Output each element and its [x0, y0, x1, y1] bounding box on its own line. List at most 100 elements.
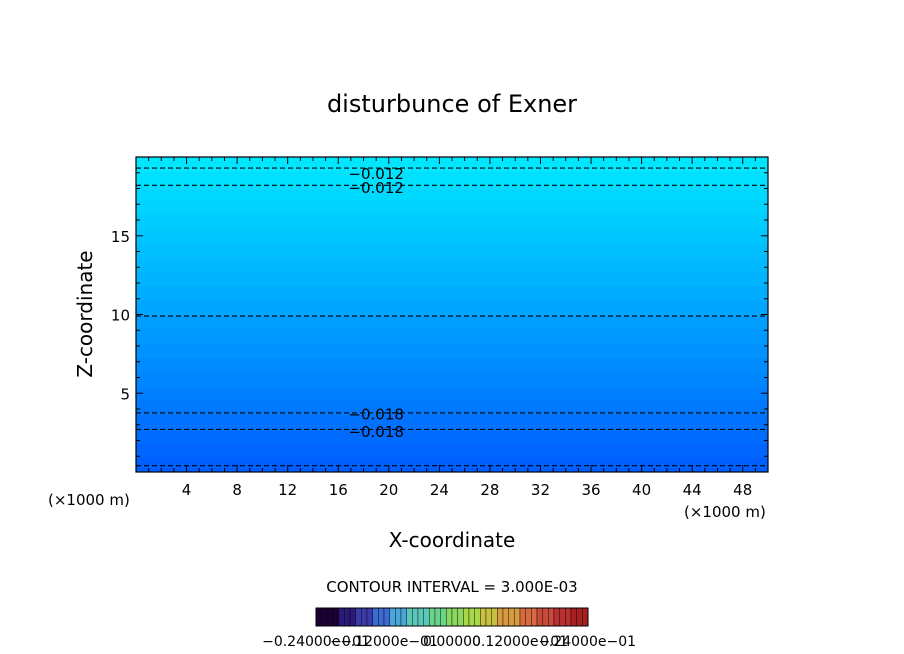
- colorbar-labels: −0.24000e−01−0.12000e−010.000000.12000e−…: [262, 634, 636, 650]
- contour-band: [136, 328, 768, 344]
- contour-label: −0.012: [348, 179, 404, 197]
- contour-band: [136, 242, 768, 258]
- contour-band: [136, 414, 768, 430]
- x-tick-label: 8: [232, 481, 242, 499]
- colorbar-cell: [366, 607, 373, 627]
- colorbar-label: −0.24000e−01: [262, 634, 370, 650]
- contour-label: −0.012: [348, 165, 404, 183]
- contour-band: [136, 257, 768, 273]
- colorbar-cell: [423, 607, 430, 627]
- colorbar-cell: [372, 607, 379, 627]
- x-tick-label: 28: [480, 481, 499, 499]
- colorbar-cell: [389, 607, 396, 627]
- y-tick-label: 15: [111, 228, 130, 246]
- x-tick-label: 12: [278, 481, 297, 499]
- x-tick-label: 32: [531, 481, 550, 499]
- x-axis-label: X-coordinate: [389, 528, 516, 552]
- chart-title: disturbunce of Exner: [327, 90, 577, 118]
- contour-band: [136, 457, 768, 473]
- colorbar-cell: [565, 607, 572, 627]
- contour-band: [136, 400, 768, 416]
- colorbar-cell: [344, 607, 351, 627]
- colorbar-cell: [378, 607, 385, 627]
- colorbar-label: 0.00000: [423, 634, 481, 650]
- colorbar-cell: [474, 607, 481, 627]
- colorbar-label: −0.12000e−01: [330, 634, 438, 650]
- colorbar-cell: [434, 607, 441, 627]
- colorbar-cell: [321, 607, 328, 627]
- colorbar-cell: [519, 607, 526, 627]
- y-tick-label: 5: [120, 385, 130, 403]
- colorbar-cell: [349, 607, 356, 627]
- colorbar-cell: [440, 607, 447, 627]
- contour-band: [136, 429, 768, 444]
- colorbar-cell: [446, 607, 453, 627]
- colorbar-cell: [582, 607, 589, 627]
- contour-labels: −0.012−0.012 −0.018−0.018: [348, 165, 404, 441]
- contour-band: [136, 343, 768, 358]
- colorbar-cell: [491, 607, 498, 627]
- contour-band: [136, 386, 768, 401]
- x-tick-label: 16: [329, 481, 348, 499]
- contour-label: −0.018: [348, 423, 404, 441]
- x-tick-label: 36: [581, 481, 600, 499]
- contour-interval-text: CONTOUR INTERVAL = 3.000E-03: [326, 578, 577, 596]
- contour-band: [136, 228, 768, 244]
- colorbar-label: 0.12000e−01: [472, 634, 568, 650]
- colorbar-frame: [315, 607, 589, 627]
- colorbar-cell: [361, 607, 368, 627]
- x-tick-label: 24: [430, 481, 449, 499]
- colorbar-cell: [468, 607, 475, 627]
- colorbar-cell: [553, 607, 560, 627]
- x-tick-label: 20: [379, 481, 398, 499]
- colorbar-cell: [383, 607, 390, 627]
- colorbar-cell: [451, 607, 458, 627]
- y-tick-label: 10: [111, 307, 130, 325]
- colorbar-cell: [412, 607, 419, 627]
- colorbar-cell: [395, 607, 402, 627]
- colorbar-cell: [548, 607, 555, 627]
- contour-band: [136, 199, 768, 215]
- colorbar-cell: [457, 607, 464, 627]
- colorbar: [315, 607, 589, 627]
- colorbar-cell: [497, 607, 504, 627]
- colorbar-cell: [480, 607, 487, 627]
- colorbar-cell: [315, 607, 322, 627]
- colorbar-cell: [338, 607, 345, 627]
- colorbar-cell: [417, 607, 424, 627]
- x-tick-label: 40: [632, 481, 651, 499]
- contour-band: [136, 314, 768, 330]
- colorbar-cell: [559, 607, 566, 627]
- colorbar-label: 0.24000e−01: [540, 634, 636, 650]
- colorbar-cell: [406, 607, 413, 627]
- contour-band: [136, 214, 768, 230]
- x-tick-label: 44: [683, 481, 702, 499]
- colorbar-cell: [429, 607, 436, 627]
- contour-band: [136, 371, 768, 387]
- contour-band: [136, 285, 768, 301]
- colorbar-cell: [485, 607, 492, 627]
- x-tick-label: 48: [733, 481, 752, 499]
- colorbar-cell: [576, 607, 583, 627]
- colorbar-cell: [508, 607, 515, 627]
- colorbar-cell: [355, 607, 362, 627]
- y-axis-label: Z-coordinate: [73, 250, 97, 377]
- colorbar-cell: [525, 607, 532, 627]
- contour-band: [136, 357, 768, 373]
- colorbar-cell: [327, 607, 334, 627]
- contour-lines: [136, 167, 768, 467]
- contour-band: [136, 271, 768, 287]
- contour-band: [136, 443, 768, 459]
- colorbar-cell: [531, 607, 538, 627]
- x-axis: 4 8 12 16 20 24 28 32 36 40 44 48: [148, 157, 756, 499]
- colorbar-cell: [502, 607, 509, 627]
- colorbar-cell: [536, 607, 543, 627]
- colorbar-cell: [542, 607, 549, 627]
- contour-band: [136, 185, 768, 201]
- colorbar-cell: [463, 607, 470, 627]
- colorbar-cell: [514, 607, 521, 627]
- contour-label: −0.018: [348, 406, 404, 424]
- contour-band: [136, 171, 768, 187]
- y-axis: 5 10 15: [111, 172, 768, 457]
